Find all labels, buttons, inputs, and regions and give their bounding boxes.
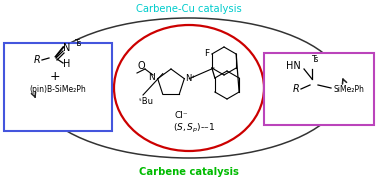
Text: F: F xyxy=(204,48,209,57)
Text: R: R xyxy=(293,84,299,94)
Text: N: N xyxy=(63,43,71,53)
FancyBboxPatch shape xyxy=(264,53,374,125)
Text: Carbene-Cu catalysis: Carbene-Cu catalysis xyxy=(136,4,242,14)
Text: Ts: Ts xyxy=(75,38,82,48)
Text: +: + xyxy=(50,70,60,83)
Text: ᵗBu: ᵗBu xyxy=(133,96,152,106)
Text: Carbene catalysis: Carbene catalysis xyxy=(139,167,239,177)
Text: Cl⁻: Cl⁻ xyxy=(174,111,188,120)
Text: H: H xyxy=(63,59,71,69)
Text: Ts: Ts xyxy=(312,55,319,64)
Text: SiMe₂Ph: SiMe₂Ph xyxy=(334,85,365,94)
Text: $(S, S_p)$-–1: $(S, S_p)$-–1 xyxy=(173,122,215,135)
Text: N: N xyxy=(148,73,155,82)
Text: O: O xyxy=(137,61,145,71)
Text: N⁺: N⁺ xyxy=(185,74,196,83)
Text: HN: HN xyxy=(286,61,301,71)
Text: R: R xyxy=(34,55,40,65)
FancyBboxPatch shape xyxy=(4,43,112,131)
Text: (pin)B-SiMe₂Ph: (pin)B-SiMe₂Ph xyxy=(29,85,87,94)
